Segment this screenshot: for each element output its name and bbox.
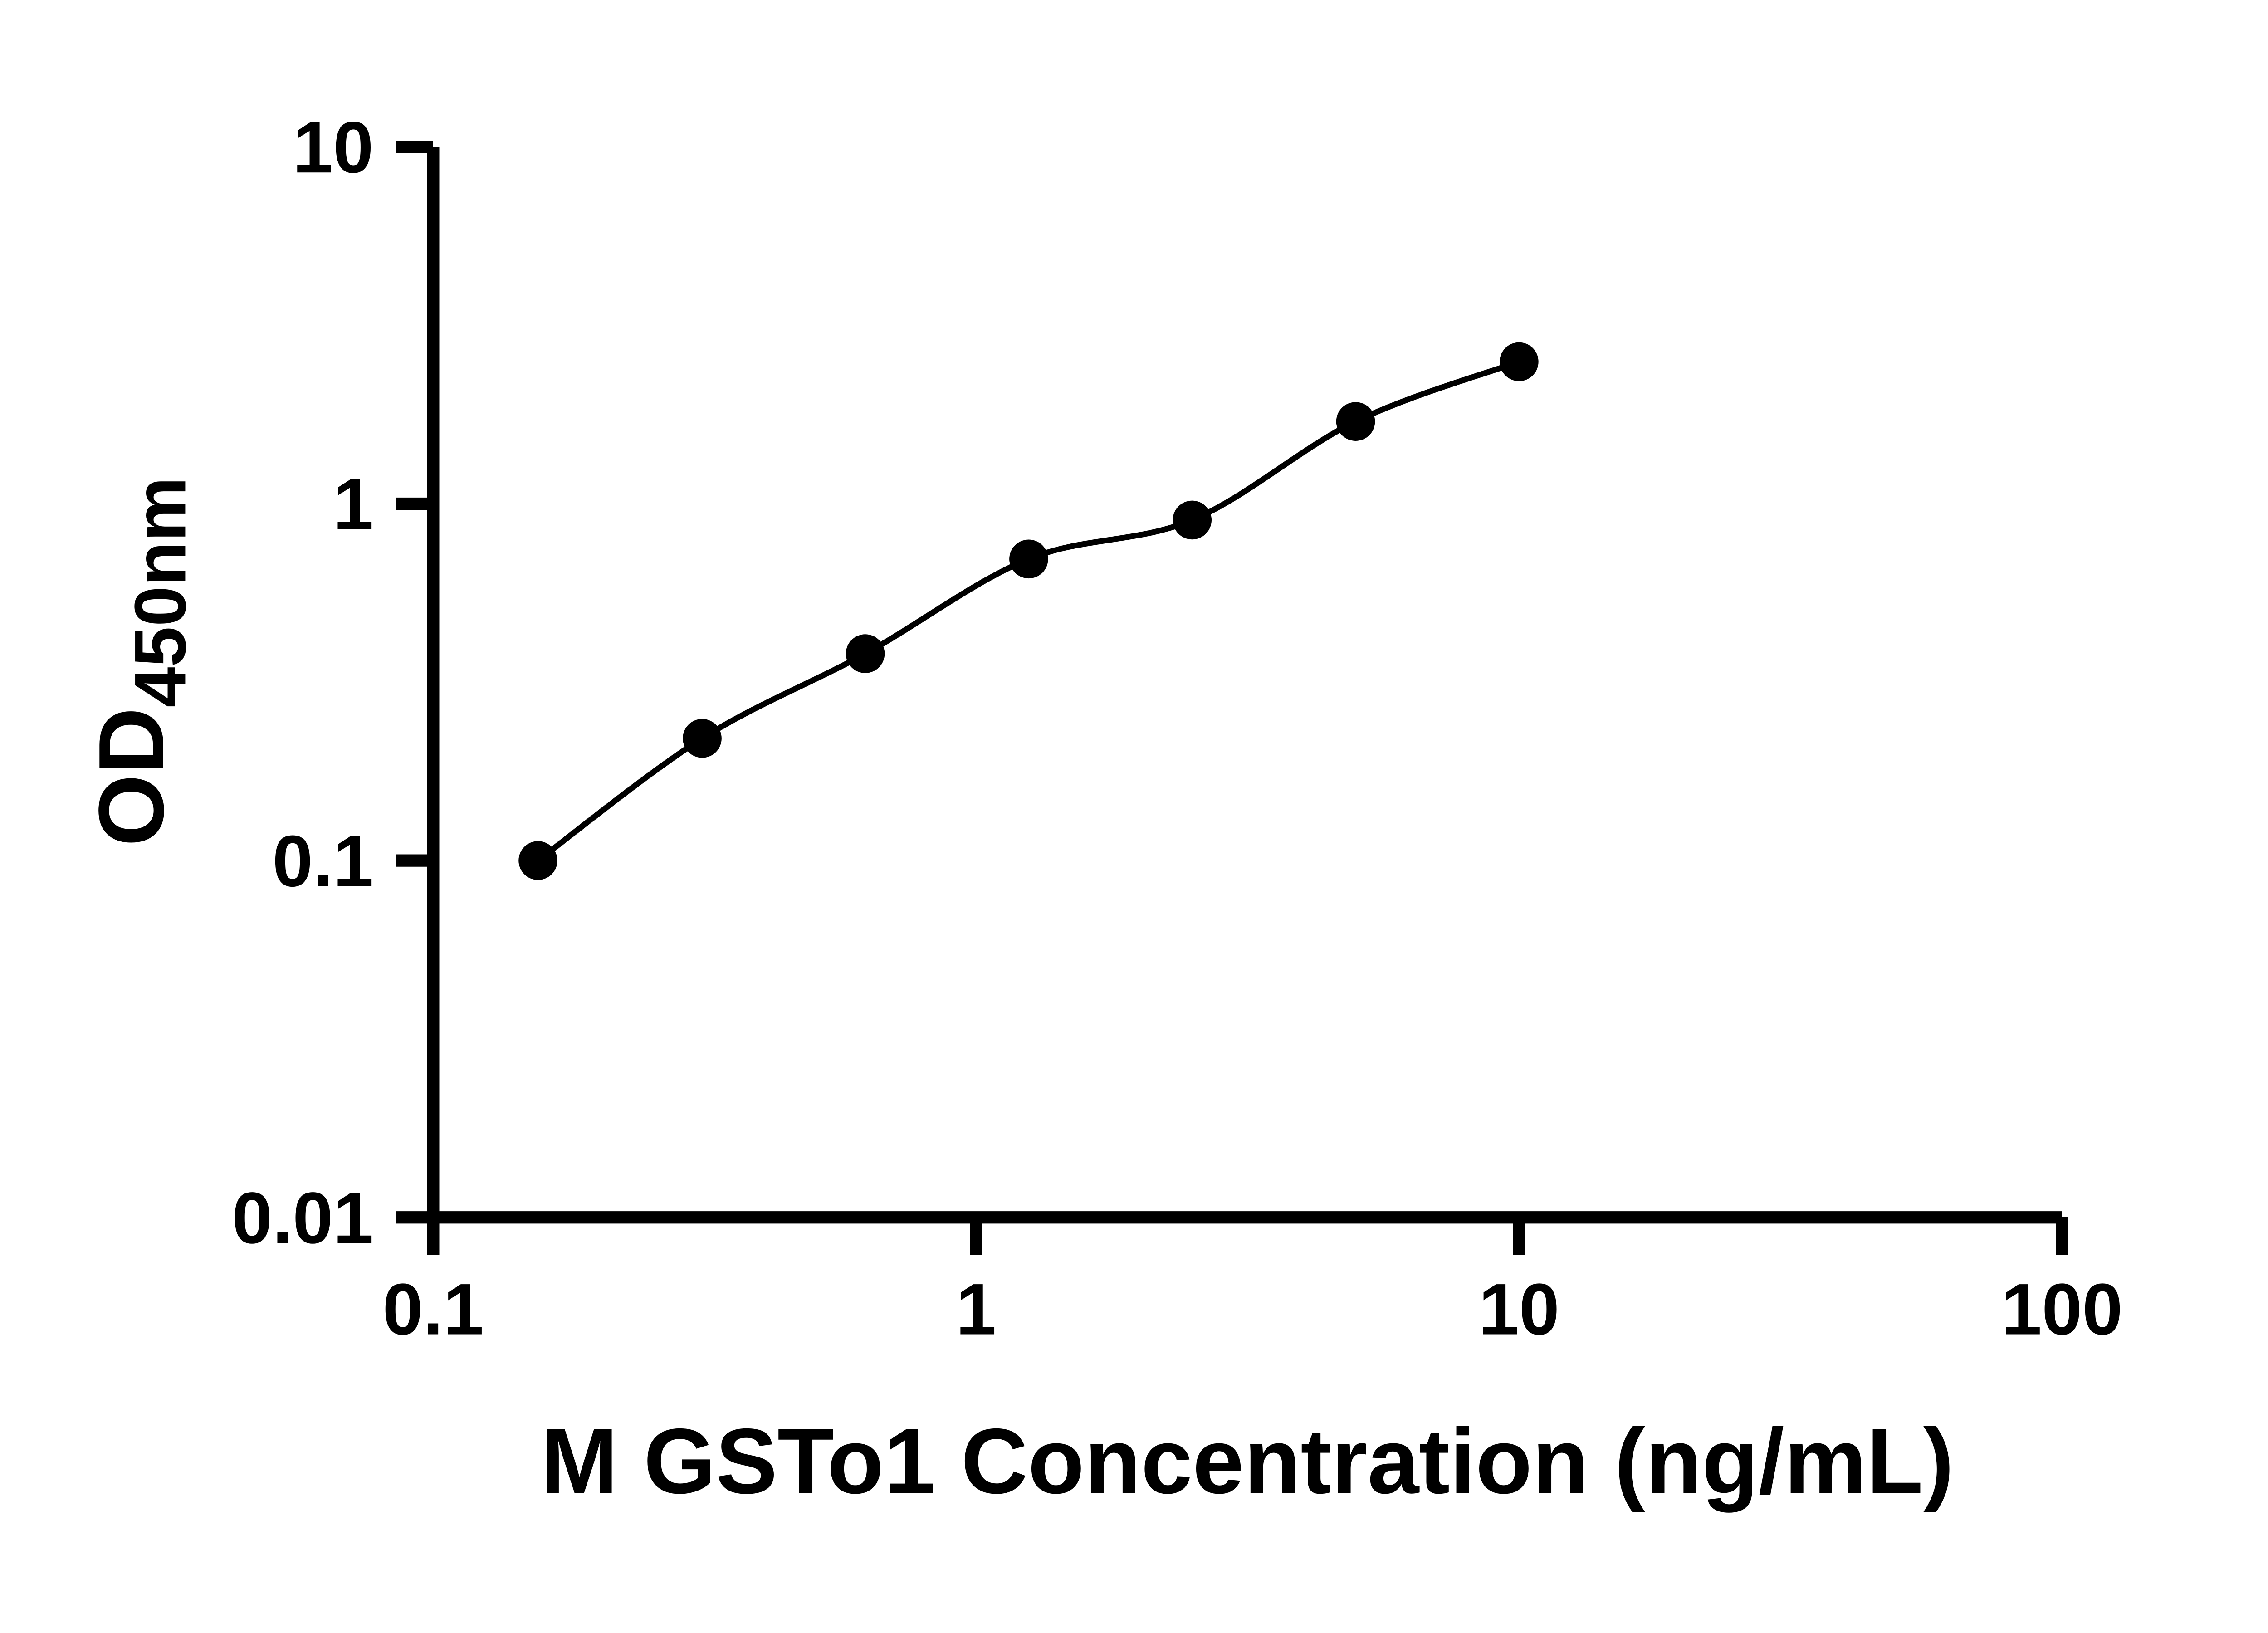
- elisa-standard-curve-figure: 0.01 0.1 1 10 0.1 1 10 100 M GSTo1 Concentratio…: [79, 107, 2123, 1513]
- y-tick-label: 0.01: [232, 1177, 373, 1258]
- data-point-marker: [1336, 402, 1375, 441]
- data-point-marker: [518, 841, 557, 880]
- data-point-marker: [1500, 342, 1539, 381]
- x-tick-label: 100: [2001, 1268, 2123, 1349]
- y-axis-title: OD450nm: [80, 477, 201, 846]
- data-point-marker: [846, 634, 885, 673]
- y-axis-title-subscript: 450nm: [119, 477, 200, 707]
- fit-curve: [536, 359, 1520, 863]
- data-point-marker: [1173, 500, 1212, 540]
- axis-frame: [427, 147, 2062, 1224]
- x-tick-label: 10: [1479, 1268, 1559, 1349]
- y-tick-label: 0.1: [273, 821, 374, 902]
- y-tick-label: 10: [293, 107, 373, 188]
- data-point-marker: [1009, 539, 1048, 579]
- y-tick-label: 1: [333, 464, 373, 545]
- x-tick-label: 1: [956, 1268, 996, 1349]
- y-axis-title-main: OD: [80, 708, 183, 846]
- x-axis-title: M GSTo1 Concentration (ng/mL): [541, 1410, 1954, 1513]
- x-tick-label: 0.1: [382, 1268, 484, 1349]
- data-point-marker: [683, 719, 722, 758]
